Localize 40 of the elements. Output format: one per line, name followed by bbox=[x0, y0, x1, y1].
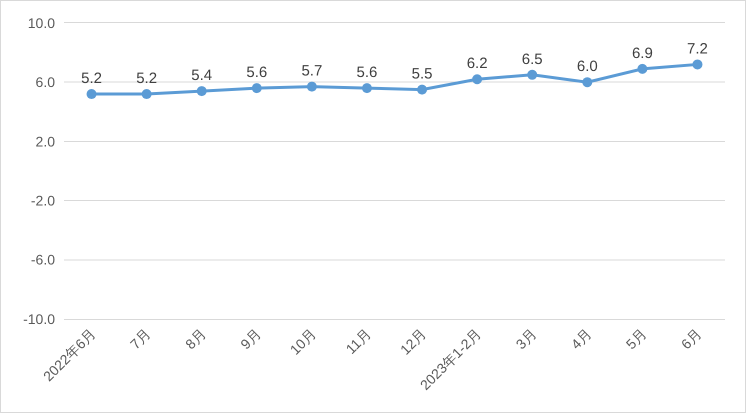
data-label: 6.0 bbox=[576, 58, 598, 76]
x-tick-label: 9月 bbox=[237, 326, 264, 352]
data-label: 6.9 bbox=[632, 44, 653, 62]
x-tick-label: 4月 bbox=[568, 326, 594, 352]
point bbox=[527, 70, 538, 80]
point bbox=[86, 89, 97, 100]
y-tick-label: 10.0 bbox=[28, 14, 56, 31]
data-label: 6.5 bbox=[522, 50, 543, 68]
y-tick-label: 2.0 bbox=[36, 133, 56, 150]
y-tick-label: -10.0 bbox=[23, 310, 56, 327]
point bbox=[252, 83, 262, 94]
data-label: 5.6 bbox=[246, 64, 268, 82]
point bbox=[692, 59, 702, 70]
point bbox=[306, 82, 317, 92]
x-tick-label: 10月 bbox=[286, 326, 319, 358]
data-label: 5.4 bbox=[191, 67, 212, 84]
data-label: 5.2 bbox=[136, 70, 158, 88]
x-tick-label: 7月 bbox=[126, 326, 154, 352]
data-label: 5.5 bbox=[412, 66, 432, 83]
data-label: 5.6 bbox=[356, 64, 378, 82]
point bbox=[472, 74, 482, 84]
x-tick-label: 6月 bbox=[678, 326, 705, 352]
point bbox=[196, 86, 207, 96]
data-label: 7.2 bbox=[687, 40, 708, 58]
x-tick-label: 12月 bbox=[396, 326, 430, 358]
data-label: 5.2 bbox=[81, 70, 102, 88]
data-label: 5.7 bbox=[301, 62, 322, 80]
point bbox=[142, 89, 152, 100]
point bbox=[582, 77, 592, 88]
point bbox=[362, 83, 372, 94]
point bbox=[637, 64, 648, 74]
y-tick-label: -2.0 bbox=[30, 192, 56, 208]
x-tick-label: 8月 bbox=[182, 326, 209, 352]
y-tick-label: 6.0 bbox=[36, 74, 56, 90]
x-tick-label: 11月 bbox=[342, 326, 374, 358]
point bbox=[417, 84, 428, 95]
data-label: 6.2 bbox=[466, 55, 488, 72]
x-tick-label: 5月 bbox=[622, 326, 650, 352]
x-tick-label: 3月 bbox=[512, 326, 540, 352]
y-tick-label: -6.0 bbox=[30, 252, 56, 268]
